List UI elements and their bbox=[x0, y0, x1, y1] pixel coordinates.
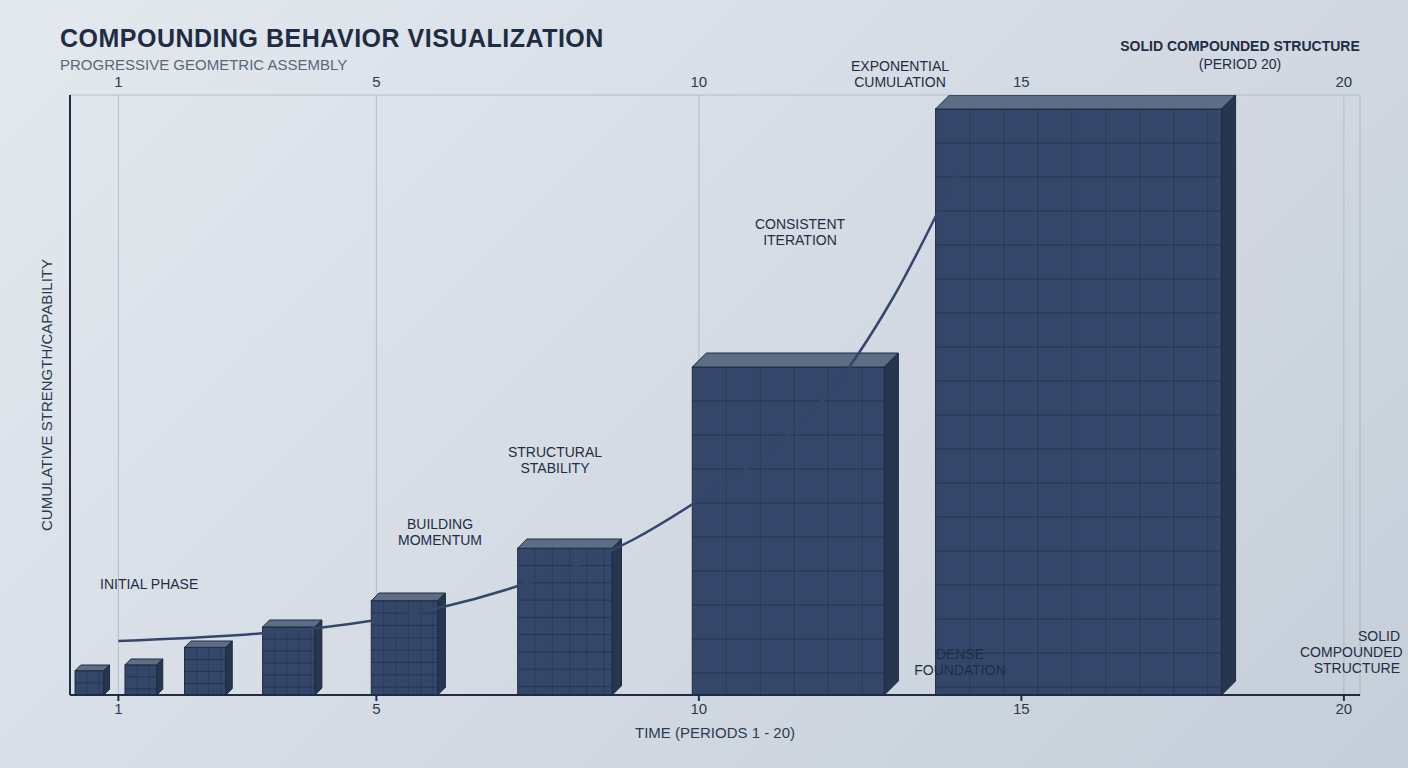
svg-text:1: 1 bbox=[114, 700, 122, 717]
svg-text:1: 1 bbox=[114, 73, 122, 90]
svg-text:5: 5 bbox=[372, 700, 380, 717]
html-text:STRUCTURAL STABILITY: STRUCTURAL STABILITY bbox=[507, 444, 603, 476]
svg-text:TIME (PERIODS 1 - 20): TIME (PERIODS 1 - 20) bbox=[635, 724, 795, 741]
svg-text:10: 10 bbox=[691, 73, 708, 90]
html-text:EXPONENTIAL CUMULATION: EXPONENTIAL CUMULATION bbox=[851, 58, 949, 90]
svg-text:15: 15 bbox=[1013, 700, 1030, 717]
svg-text:5: 5 bbox=[372, 73, 380, 90]
svg-text:15: 15 bbox=[1013, 73, 1030, 90]
svg-text:20: 20 bbox=[1336, 700, 1353, 717]
svg-text:20: 20 bbox=[1336, 73, 1353, 90]
svg-text:10: 10 bbox=[691, 700, 708, 717]
html-text:CONSISTENT ITERATION: CONSISTENT ITERATION bbox=[754, 216, 846, 248]
html-text:DENSE FOUNDATION: DENSE FOUNDATION bbox=[914, 646, 1006, 678]
html-text:SOLID COMPOUNDED STRUCTURE: SOLID COMPOUNDED STRUCTURE bbox=[1300, 628, 1403, 676]
svg-text:CUMULATIVE STRENGTH/CAPABILITY: CUMULATIVE STRENGTH/CAPABILITY bbox=[38, 259, 55, 531]
html-text:SOLID COMPOUNDED STRUCTURE: SOLID COMPOUNDED STRUCTURE bbox=[1120, 38, 1360, 54]
html-text:(PERIOD 20): (PERIOD 20) bbox=[1198, 56, 1282, 72]
html-text:PROGRESSIVE GEOMETRIC ASSEMBLY: PROGRESSIVE GEOMETRIC ASSEMBLY bbox=[60, 56, 348, 73]
html-text:INITIAL PHASE: INITIAL PHASE bbox=[100, 576, 199, 592]
html-text:COMPOUNDING BEHAVIOR VISUALIZA: COMPOUNDING BEHAVIOR VISUALIZATION bbox=[60, 24, 604, 52]
html-text:BUILDING MOMENTUM: BUILDING MOMENTUM bbox=[398, 516, 482, 548]
